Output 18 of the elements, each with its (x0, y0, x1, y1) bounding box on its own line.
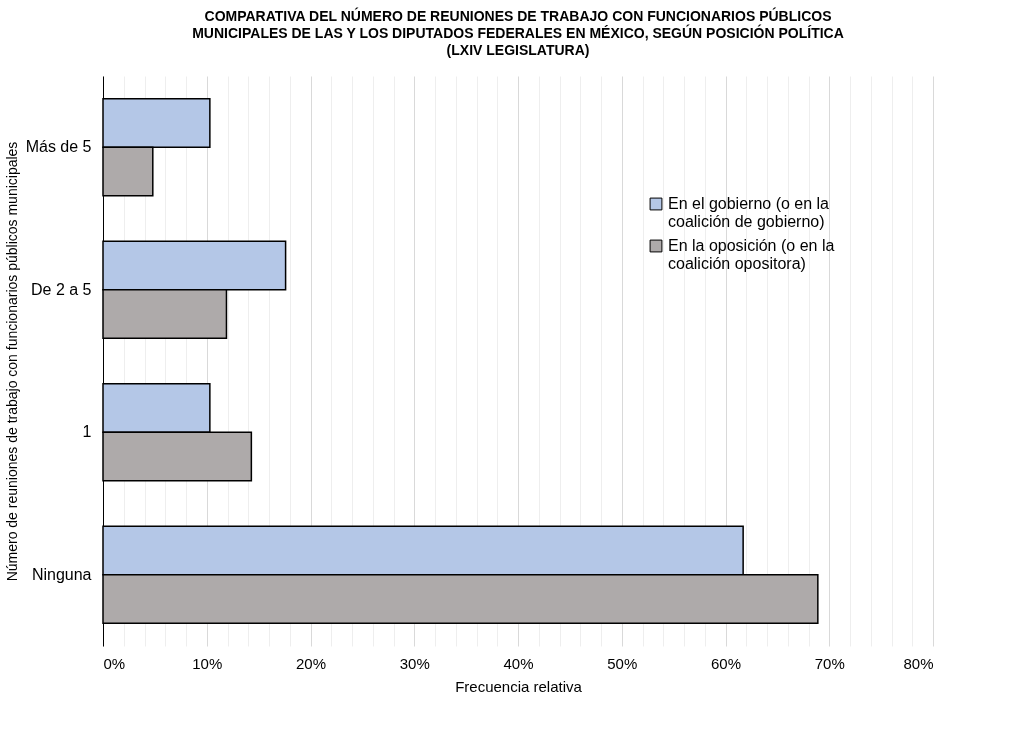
x-tick-label: 50% (607, 654, 638, 672)
y-tick-label: De 2 a 5 (31, 280, 92, 298)
y-tick-label: 1 (82, 423, 92, 441)
x-tick-label: 30% (399, 654, 430, 672)
y-axis-title: Número de reuniones de trabajo con funcionarios públicos municipales (3, 141, 20, 582)
legend-label: En la oposición (o en la coalición opositora) (668, 237, 835, 272)
legend-label: En el gobierno (o en la coalición de gobierno) (668, 195, 830, 230)
x-tick-label: 80% (903, 654, 934, 672)
x-tick-label: 20% (295, 654, 327, 672)
x-tick-label: 0% (103, 654, 126, 672)
x-tick-label: 40% (503, 654, 534, 672)
x-tick-label: 70% (814, 654, 845, 672)
y-tick-label: Ninguna (31, 565, 92, 583)
x-tick-label: 60% (710, 654, 742, 672)
x-tick-label: 10% (192, 654, 223, 672)
x-axis-title: Frecuencia relativa (455, 677, 583, 695)
y-tick-label: Más de 5 (25, 138, 92, 156)
chart-title: COMPARATIVA DEL NÚMERO DE REUNIONES DE TRABAJO CON FUNCIONARIOS PÚBLICOS MUNICIPALES DE LAS Y LOS DIPUTADOS FEDERALES EN MÉXICO, SEGÚN POSICIÓN POLÍTICA (LXIV LEGISLATURA) (192, 7, 844, 58)
